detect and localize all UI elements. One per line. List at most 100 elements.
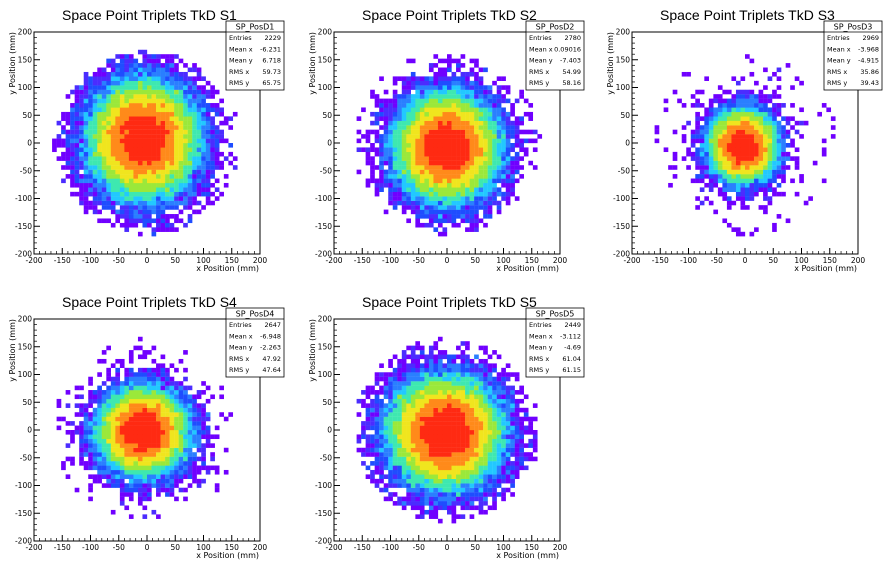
- histogram-bin: [187, 474, 193, 479]
- histogram-bin: [79, 120, 84, 126]
- histogram-bin: [406, 407, 411, 413]
- histogram-bin: [187, 191, 193, 197]
- histogram-bin: [383, 474, 389, 479]
- histogram-bin: [437, 381, 443, 386]
- histogram-bin: [106, 63, 111, 68]
- histogram-bin: [388, 143, 393, 148]
- histogram-bin: [388, 496, 393, 502]
- histogram-bin: [437, 350, 443, 355]
- histogram-bin: [388, 390, 393, 395]
- histogram-bin: [424, 85, 430, 90]
- histogram-bin: [740, 174, 746, 179]
- histogram-bin: [151, 107, 157, 113]
- histogram-bin: [424, 89, 430, 95]
- histogram-bin: [776, 191, 782, 197]
- histogram-bin: [379, 487, 384, 493]
- histogram-bin: [406, 372, 411, 377]
- histogram-bin: [487, 474, 493, 479]
- histogram-bin: [397, 120, 402, 126]
- histogram-bin: [115, 71, 121, 77]
- histogram-bin: [740, 125, 746, 130]
- histogram-bin: [465, 169, 470, 175]
- histogram-bin: [442, 156, 448, 161]
- histogram-bin: [119, 501, 125, 506]
- histogram-bin: [410, 465, 416, 471]
- histogram-bin: [156, 98, 161, 104]
- histogram-bin: [501, 196, 506, 201]
- histogram-bin: [361, 425, 366, 431]
- histogram-bin: [469, 151, 475, 157]
- histogram-bin: [433, 98, 439, 104]
- histogram-bin: [74, 147, 80, 153]
- histogram-bin: [210, 191, 215, 197]
- histogram-bin: [501, 134, 506, 139]
- histogram-bin: [767, 111, 773, 117]
- histogram-bin: [487, 363, 493, 368]
- histogram-bin: [174, 116, 179, 121]
- histogram-bin: [74, 412, 80, 417]
- histogram-bin: [115, 160, 121, 166]
- histogram-bin: [433, 63, 439, 68]
- histogram-bin: [187, 151, 193, 157]
- histogram-bin: [695, 205, 700, 210]
- histogram-bin: [365, 416, 371, 422]
- histogram-bin: [460, 358, 466, 364]
- histogram-bin: [97, 129, 102, 135]
- histogram-bin: [88, 416, 93, 422]
- histogram-bin: [745, 174, 750, 179]
- histogram-bin: [210, 452, 215, 457]
- histogram-bin: [392, 376, 398, 382]
- histogram-bin: [487, 465, 493, 471]
- histogram-bin: [169, 465, 175, 471]
- histogram-bin: [699, 151, 705, 157]
- histogram-bin: [465, 165, 470, 170]
- histogram-bin: [695, 120, 700, 126]
- histogram-bin: [456, 501, 461, 506]
- histogram-bin: [388, 103, 393, 108]
- histogram-bin: [142, 438, 148, 444]
- histogram-bin: [419, 138, 425, 144]
- y-tick-label: -50: [320, 166, 332, 175]
- histogram-bin: [128, 222, 134, 228]
- histogram-bin: [174, 125, 179, 130]
- histogram-bin: [124, 421, 130, 426]
- histogram-bin: [196, 138, 202, 144]
- histogram-bin: [442, 496, 448, 502]
- histogram-bin: [772, 138, 777, 144]
- histogram-bin: [465, 214, 470, 219]
- histogram-bin: [410, 129, 416, 135]
- histogram-bin: [754, 138, 759, 144]
- histogram-bin: [142, 147, 148, 153]
- histogram-bin: [119, 496, 125, 502]
- histogram-bin: [451, 403, 457, 408]
- histogram-bin: [106, 191, 111, 197]
- histogram-bin: [767, 134, 773, 139]
- histogram-bin: [415, 501, 421, 506]
- histogram-bin: [65, 421, 71, 426]
- histogram-bin: [447, 509, 452, 515]
- histogram-bin: [406, 178, 411, 184]
- histogram-bin: [147, 80, 152, 86]
- histogram-bin: [392, 120, 398, 126]
- histogram-bin: [174, 174, 179, 179]
- histogram-bin: [419, 390, 425, 395]
- histogram-bin: [187, 174, 193, 179]
- histogram-bin: [101, 98, 107, 104]
- histogram-bin: [726, 111, 732, 117]
- histogram-bin: [772, 134, 777, 139]
- histogram-bin: [456, 222, 461, 228]
- histogram-bin: [187, 85, 193, 90]
- histogram-bin: [156, 111, 161, 117]
- histogram-bin: [392, 165, 398, 170]
- x-tick-label: 50: [768, 256, 778, 265]
- histogram-bin: [192, 394, 197, 400]
- histogram-bin: [160, 398, 166, 404]
- histogram-bin: [147, 452, 152, 457]
- histogram-bin: [133, 469, 139, 475]
- histogram-bin: [406, 182, 411, 188]
- histogram-bin: [740, 160, 746, 166]
- histogram-bin: [128, 178, 134, 184]
- histogram-bin: [492, 492, 497, 497]
- histogram-bin: [401, 407, 407, 413]
- histogram-bin: [106, 218, 111, 224]
